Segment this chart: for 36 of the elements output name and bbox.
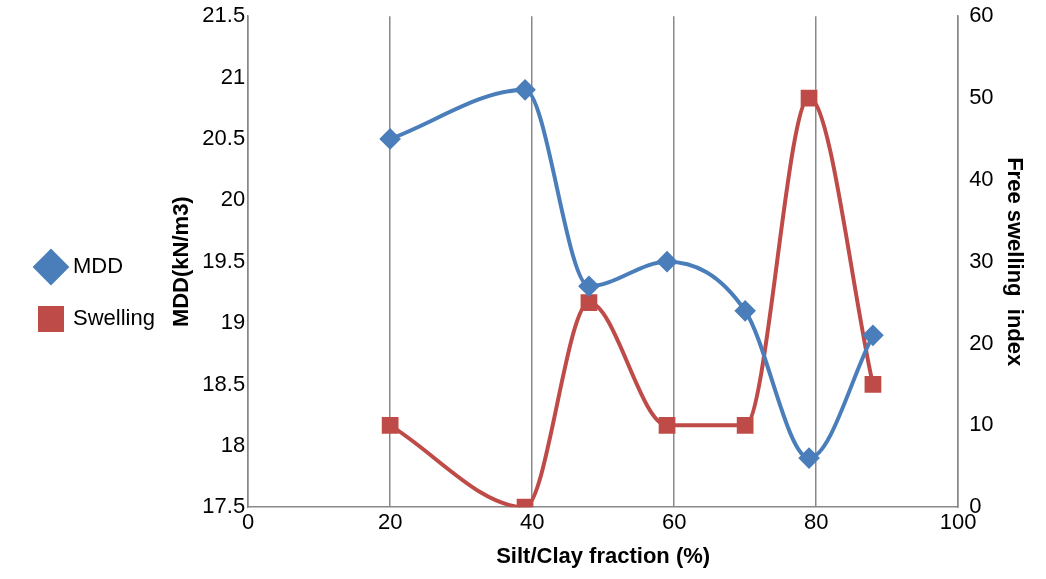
legend-label: Swelling [73,305,155,331]
point [658,417,676,434]
y-tick-label: 21 [220,63,246,89]
y2-tick-label: 10 [969,411,994,437]
y-tick-label: 18 [220,431,246,457]
y2-tick-label: 30 [969,247,994,273]
point [735,300,756,321]
y2-tick-label: 20 [969,329,994,355]
y2-tick-label: 60 [969,2,994,28]
x-axis-title: Silt/Clay fraction (%) [496,542,711,568]
y-axis-title: MDD(kN/m3) [168,196,194,328]
point [578,276,599,297]
y-tick-label: 19.5 [202,247,246,273]
y-tick-label: 20.5 [202,125,246,151]
y-tick-label: 18.5 [202,370,246,396]
y2-axis-title: Free swelling index [1002,157,1028,367]
legend-label: MDD [73,253,124,279]
x-tick-label: 40 [519,509,545,535]
point [862,325,883,346]
point [515,79,536,100]
point [381,417,399,434]
y-tick-label: 19 [220,309,246,335]
x-tick-label: 80 [803,509,829,535]
point [800,89,818,107]
point [380,128,401,149]
y2-tick-label: 40 [969,165,994,191]
y2-tick-label: 50 [969,84,994,110]
point [657,251,678,272]
point [580,294,598,311]
x-tick-label: 60 [661,509,687,535]
point [799,448,820,469]
y-tick-label: 20 [220,186,246,212]
point [864,376,882,393]
x-tick-label: 20 [377,509,403,535]
y-tick-label: 21.5 [202,2,246,28]
point [736,417,754,434]
